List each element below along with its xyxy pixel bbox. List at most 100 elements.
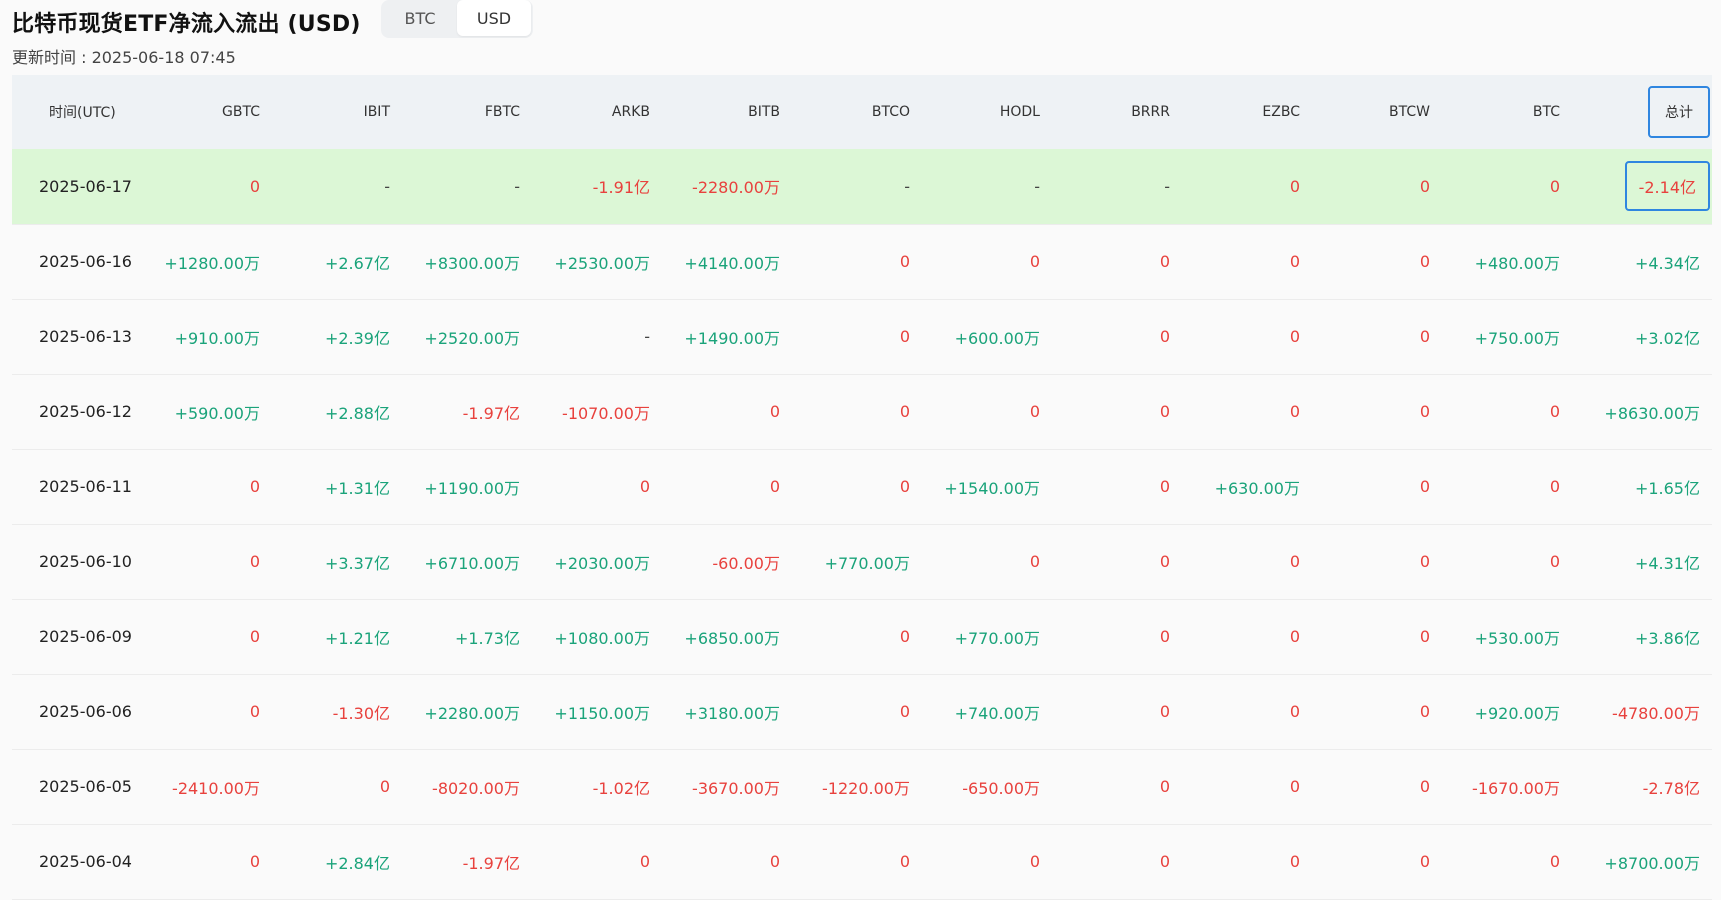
column-header-ibit: IBIT [272,75,402,149]
table-row: 2025-06-10 0 +3.37亿 +6710.00万 +2030.00万 -60.0… [12,524,1712,599]
flow-cell: - [644,327,650,346]
row-total-cell: +3.86亿 [1634,628,1700,648]
column-header-total: 总计 [1572,75,1712,149]
flow-cell: 0 [1159,252,1170,271]
flow-cell: - [514,176,520,196]
flow-cell: 0 [899,477,910,496]
flow-cell: 0 [769,852,780,871]
flow-cell: 0 [1419,252,1430,271]
flow-cell: +1.31亿 [324,478,390,498]
flow-cell: +480.00万 [1474,253,1560,273]
flow-cell: 0 [769,402,780,421]
flow-cell: 0 [1419,852,1430,871]
flow-cell: +2530.00万 [554,253,650,273]
column-header-bitb: BITB [662,75,792,149]
flow-cell: +1.21亿 [324,628,390,648]
flow-cell: 0 [1159,402,1170,421]
flow-cell: - [1034,176,1040,196]
column-header-label: BTC [1532,104,1560,120]
flow-cell: 0 [1159,327,1170,346]
flow-cell: +3.37亿 [324,553,390,573]
flow-cell: 0 [1289,702,1300,721]
flow-cell: +2.39亿 [324,328,390,348]
flow-cell: -1.91亿 [592,178,650,198]
flow-cell: 0 [1159,477,1170,496]
flow-cell: 0 [1289,627,1300,646]
flow-cell: 0 [249,852,260,871]
unit-toggle: BTC USD [381,0,533,38]
flow-cell: +1.73亿 [454,628,520,648]
table-row: 2025-06-17 0 - - -1.91亿 -2280.00万 - - - 0 0 0 -2.14亿 [12,149,1712,224]
flow-cell: - [904,176,910,196]
column-header-brrr: BRRR [1052,75,1182,149]
flow-cell: 0 [899,402,910,421]
flow-cell: 0 [249,702,260,721]
flow-cell: 0 [1549,402,1560,421]
table-row: 2025-06-12 +590.00万 +2.88亿 -1.97亿 -1070.00万 0… [12,374,1712,449]
column-header-hodl: HODL [922,75,1052,149]
toggle-btc[interactable]: BTC [404,8,436,28]
flow-cell: -3670.00万 [692,778,780,798]
row-date: 2025-06-13 [39,327,132,346]
flow-cell: 0 [1029,852,1040,871]
highlighted-total: -2.14亿 [1624,161,1710,212]
flow-cell: +1150.00万 [554,703,650,723]
table-row: 2025-06-11 0 +1.31亿 +1190.00万 0 0 0 +1540.00万 0 +… [12,449,1712,524]
flow-cell: 0 [769,477,780,496]
row-total-cell: +1.65亿 [1634,478,1700,498]
flow-cell: -1.97亿 [462,403,520,423]
flow-cell: 0 [1549,852,1560,871]
page-title: 比特币现货ETF净流入流出 (USD) [12,12,361,37]
flow-cell: +8300.00万 [424,253,520,273]
flow-cell: 0 [1289,777,1300,796]
table-row: 2025-06-13 +910.00万 +2.39亿 +2520.00万 - +1490.… [12,299,1712,374]
column-header-label: 时间(UTC) [49,105,116,121]
flow-cell: +530.00万 [1474,628,1560,648]
flow-cell: -1.97亿 [462,853,520,873]
flow-cell: 0 [1549,176,1560,196]
flow-cell: 0 [1419,627,1430,646]
flow-cell: 0 [1159,777,1170,796]
flow-cell: 0 [1289,327,1300,346]
flow-cell: +1080.00万 [554,628,650,648]
flow-cell: 0 [1159,702,1170,721]
flow-cell: 0 [1419,402,1430,421]
table-header-row: 时间(UTC) GBTC IBIT FBTC ARKB BITB BTCO HODL BRRR E… [12,75,1712,149]
table-row: 2025-06-04 0 +2.84亿 -1.97亿 0 0 0 0 0 0 0 0 +8700.00万 [12,824,1712,899]
column-header-btc: BTC [1442,75,1572,149]
row-date: 2025-06-10 [39,552,132,571]
flow-cell: +1540.00万 [944,478,1040,498]
toggle-usd[interactable]: USD [457,0,531,36]
flow-cell: +590.00万 [174,403,260,423]
column-header-fbtc: FBTC [402,75,532,149]
column-header-label: FBTC [484,104,520,120]
flow-cell: 0 [899,627,910,646]
column-header-gbtc: GBTC [142,75,272,149]
flow-cell: 0 [899,702,910,721]
flow-cell: - [384,176,390,196]
flow-cell: 0 [1159,627,1170,646]
flow-cell: 0 [1289,852,1300,871]
flow-cell: 0 [899,852,910,871]
flow-cell: -1.02亿 [592,778,650,798]
table-row: 2025-06-16 +1280.00万 +2.67亿 +8300.00万 +2530.… [12,224,1712,299]
updated-time: 更新时间 : 2025-06-18 07:45 [12,48,236,67]
flow-cell: +1190.00万 [424,478,520,498]
column-header-label: IBIT [363,104,390,120]
flow-cell: 0 [1419,552,1430,571]
flow-cell: 0 [249,477,260,496]
flow-cell: 0 [1549,552,1560,571]
row-total-cell: +8630.00万 [1604,403,1700,423]
column-header-label: BTCW [1389,104,1430,120]
flow-cell: 0 [1289,552,1300,571]
flow-cell: 0 [1289,252,1300,271]
row-date: 2025-06-04 [39,852,132,871]
table-row: 2025-06-06 0 -1.30亿 +2280.00万 +1150.00万 +3180… [12,674,1712,749]
row-total-cell: -2.78亿 [1642,778,1700,798]
flow-cell: 0 [1419,702,1430,721]
flow-cell: 0 [1289,402,1300,421]
flow-cell: 0 [639,852,650,871]
row-date: 2025-06-06 [39,702,132,721]
flow-cell: +920.00万 [1474,703,1560,723]
row-date: 2025-06-05 [39,777,132,796]
